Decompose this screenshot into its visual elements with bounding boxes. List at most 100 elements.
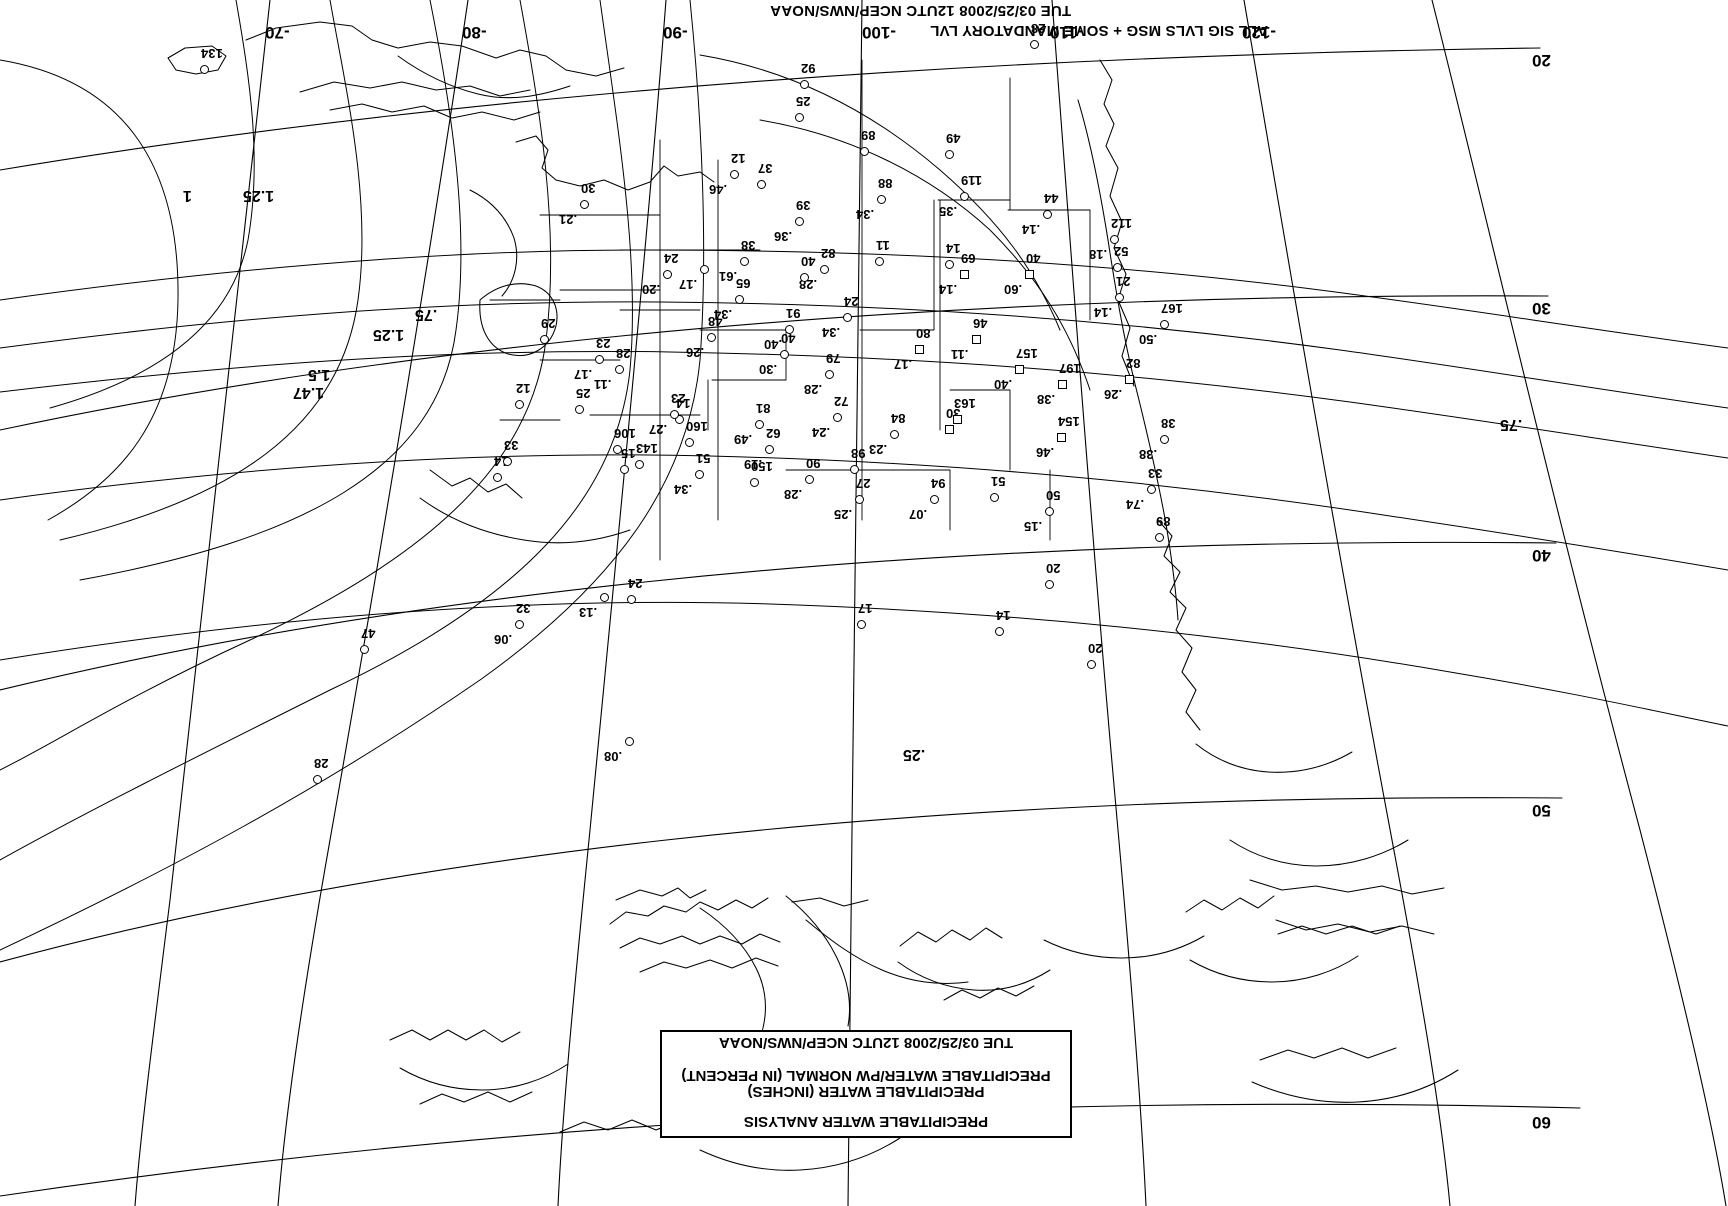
station-circle-icon [600,593,609,602]
station-circle-icon [833,413,842,422]
station-circle-icon [1030,40,1039,49]
station-precipitable-water-inches: .35 [939,204,958,219]
station-circle-icon [707,333,716,342]
station-percent-of-normal: 46 [973,316,988,331]
station-circle-icon [625,737,634,746]
station-circle-icon [1110,235,1119,244]
longitude-label: -90 [663,22,688,42]
station-percent-of-normal: 47 [361,626,376,641]
contour-label-text: 1.25 [373,326,405,343]
station-precipitable-water-inches: .11 [951,347,969,362]
station-precipitable-water-inches: .49 [734,432,753,447]
station-circle-icon [930,495,939,504]
latitude-label: 40 [1532,545,1551,565]
contour-label: .25 [903,745,925,763]
station-precipitable-water-inches: .14 [1022,222,1041,237]
station-circle-icon [945,260,954,269]
latitude-label: 30 [1532,298,1551,318]
station-circle-icon [800,273,809,282]
station-circle-icon [1115,293,1124,302]
station-percent-of-normal: 88 [878,176,893,191]
station-circle-icon [730,170,739,179]
station-circle-icon [670,410,679,419]
station-percent-of-normal: 27 [856,476,871,491]
station-precipitable-water-inches: .36 [774,229,793,244]
station-percent-of-normal: 81 [756,401,771,416]
contour-label: 1 [183,186,192,204]
station-circle-icon [515,620,524,629]
station-circle-icon [945,150,954,159]
station-precipitable-water-inches: .14 [939,282,958,297]
station-percent-of-normal: 72 [834,394,849,409]
station-circle-icon [595,355,604,364]
contour-label-text: .75 [415,306,438,323]
latitude-label-text: 40 [1532,546,1551,565]
header-timestamp: TUE 03/25/2008 12UTC NCEP/NWS/NOAA [770,2,1072,19]
station-percent-of-normal: 62 [766,426,781,441]
contour-label-text: .75 [1500,416,1523,433]
station-precipitable-water-inches: .28 [804,382,823,397]
station-precipitable-water-inches: .40 [994,377,1013,392]
contour-label-text: .25 [903,746,926,763]
station-percent-of-normal: 157 [1016,346,1038,361]
contour-label-text: 1.25 [243,187,275,204]
station-percent-of-normal: 25 [576,386,591,401]
longitude-label: -110 [1050,22,1083,42]
station-circle-icon [503,457,512,466]
station-percent-of-normal: 44 [1044,191,1059,206]
station-circle-icon [1160,435,1169,444]
station-percent-of-normal: 94 [931,476,946,491]
header-levels-note: ALL SIG LVLS MSG + SOME MANDATORY LVL [930,22,1269,39]
station-precipitable-water-inches: .06 [494,632,513,647]
station-circle-icon [795,113,804,122]
station-square-icon [1015,365,1024,374]
contour-label: .75 [1500,415,1522,433]
longitude-label-text: -100 [862,23,897,42]
station-circle-icon [780,350,789,359]
station-percent-of-normal: 82 [1126,356,1141,371]
station-percent-of-normal: 150 [751,459,773,474]
station-square-icon [1025,270,1034,279]
station-square-icon [960,270,969,279]
station-circle-icon [843,313,852,322]
station-percent-of-normal: 28 [1031,21,1046,36]
latitude-label: 60 [1532,1112,1551,1132]
contour-label-text: 1 [183,187,192,204]
station-precipitable-water-inches: .46 [709,182,728,197]
longitude-label: -100 [862,22,896,42]
station-circle-icon [313,775,322,784]
latitude-label-text: 60 [1532,1113,1551,1132]
station-percent-of-normal: 33 [1148,466,1163,481]
station-percent-of-normal: 80 [916,326,931,341]
station-precipitable-water-inches: .20 [642,282,661,297]
station-percent-of-normal: 52 [1114,244,1129,259]
legend-box: PRECIPITABLE WATER ANALYSIS PRECIPITABLE… [660,1030,1072,1138]
station-percent-of-normal: 65 [736,276,751,291]
station-precipitable-water-inches: .40 [764,337,783,352]
station-circle-icon [1045,580,1054,589]
station-precipitable-water-inches: .26 [1104,387,1123,402]
station-circle-icon [627,595,636,604]
station-percent-of-normal: 37 [758,161,773,176]
contour-label: 1.5 [308,365,330,383]
station-circle-icon [890,430,899,439]
station-circle-icon [620,465,629,474]
legend-timestamp: TUE 03/25/2008 12UTC NCEP/NWS/NOAA [718,1034,1014,1052]
station-circle-icon [1147,485,1156,494]
station-precipitable-water-inches: .38 [1139,447,1158,462]
station-square-icon [945,425,954,434]
station-percent-of-normal: 30 [581,181,596,196]
station-precipitable-water-inches: .46 [1036,445,1055,460]
station-precipitable-water-inches: .17 [894,357,913,372]
station-precipitable-water-inches: .07 [909,507,928,522]
station-circle-icon [820,265,829,274]
latitude-label-text: 50 [1532,801,1551,820]
station-circle-icon [635,460,644,469]
station-circle-icon [805,475,814,484]
station-percent-of-normal: 134 [201,46,223,61]
station-circle-icon [1155,533,1164,542]
station-precipitable-water-inches: .74 [1126,497,1145,512]
station-percent-of-normal: 17 [858,601,873,616]
station-circle-icon [825,370,834,379]
station-precipitable-water-inches: .25 [834,507,853,522]
